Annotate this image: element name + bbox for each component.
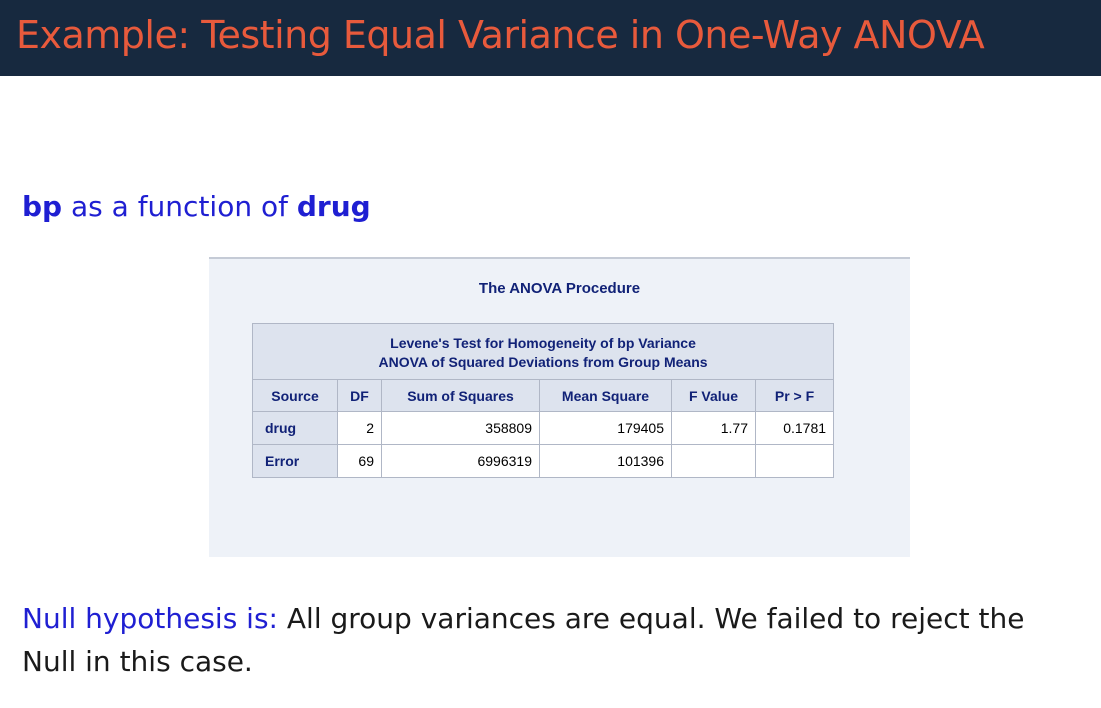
column-header-source: Source xyxy=(252,379,338,412)
cell-df: 2 xyxy=(337,411,382,445)
procedure-title: The ANOVA Procedure xyxy=(478,280,641,297)
column-header-mean-square: Mean Square xyxy=(539,379,672,412)
caption-line-2: ANOVA of Squared Deviations from Group M… xyxy=(378,353,708,370)
cell-mean-square: 179405 xyxy=(539,411,672,445)
cell-sum-of-squares: 6996319 xyxy=(381,444,540,478)
column-header-f-value: F Value xyxy=(671,379,756,412)
caption-line-1: Levene's Test for Homogeneity of bp Vari… xyxy=(390,334,696,351)
slide-title-bar: Example: Testing Equal Variance in One-W… xyxy=(0,0,1101,76)
cell-f-value: 1.77 xyxy=(671,411,756,445)
levene-test-table: Levene's Test for Homogeneity of bp Vari… xyxy=(251,323,835,478)
factor-variable: drug xyxy=(296,190,371,223)
slide-title: Example: Testing Equal Variance in One-W… xyxy=(16,13,985,57)
conclusion-text: Null hypothesis is: All group variances … xyxy=(22,597,1082,683)
cell-f-value xyxy=(671,444,756,478)
slide-subtitle: bp as a function of drug xyxy=(22,190,371,223)
table-row: drug 2 358809 179405 1.77 0.1781 xyxy=(252,411,835,445)
cell-p-value xyxy=(754,444,835,478)
null-hypothesis-statement: All group variances are equal. We failed… xyxy=(22,602,1034,678)
row-source: drug xyxy=(252,411,338,445)
subtitle-connector: as a function of xyxy=(62,190,297,223)
cell-sum-of-squares: 358809 xyxy=(381,411,540,445)
column-header-sum-of-squares: Sum of Squares xyxy=(381,379,540,412)
cell-mean-square: 101396 xyxy=(539,444,672,478)
column-header-p-value: Pr > F xyxy=(754,379,835,412)
row-source: Error xyxy=(252,444,338,478)
response-variable: bp xyxy=(22,190,63,223)
table-row: Error 69 6996319 101396 xyxy=(252,444,835,478)
null-hypothesis-label: Null hypothesis is: xyxy=(22,602,278,635)
column-header-df: DF xyxy=(337,379,382,412)
sas-output-panel: The ANOVA Procedure Levene's Test for Ho… xyxy=(209,257,910,557)
cell-p-value: 0.1781 xyxy=(754,411,835,445)
cell-df: 69 xyxy=(337,444,382,478)
table-caption: Levene's Test for Homogeneity of bp Vari… xyxy=(251,323,835,380)
